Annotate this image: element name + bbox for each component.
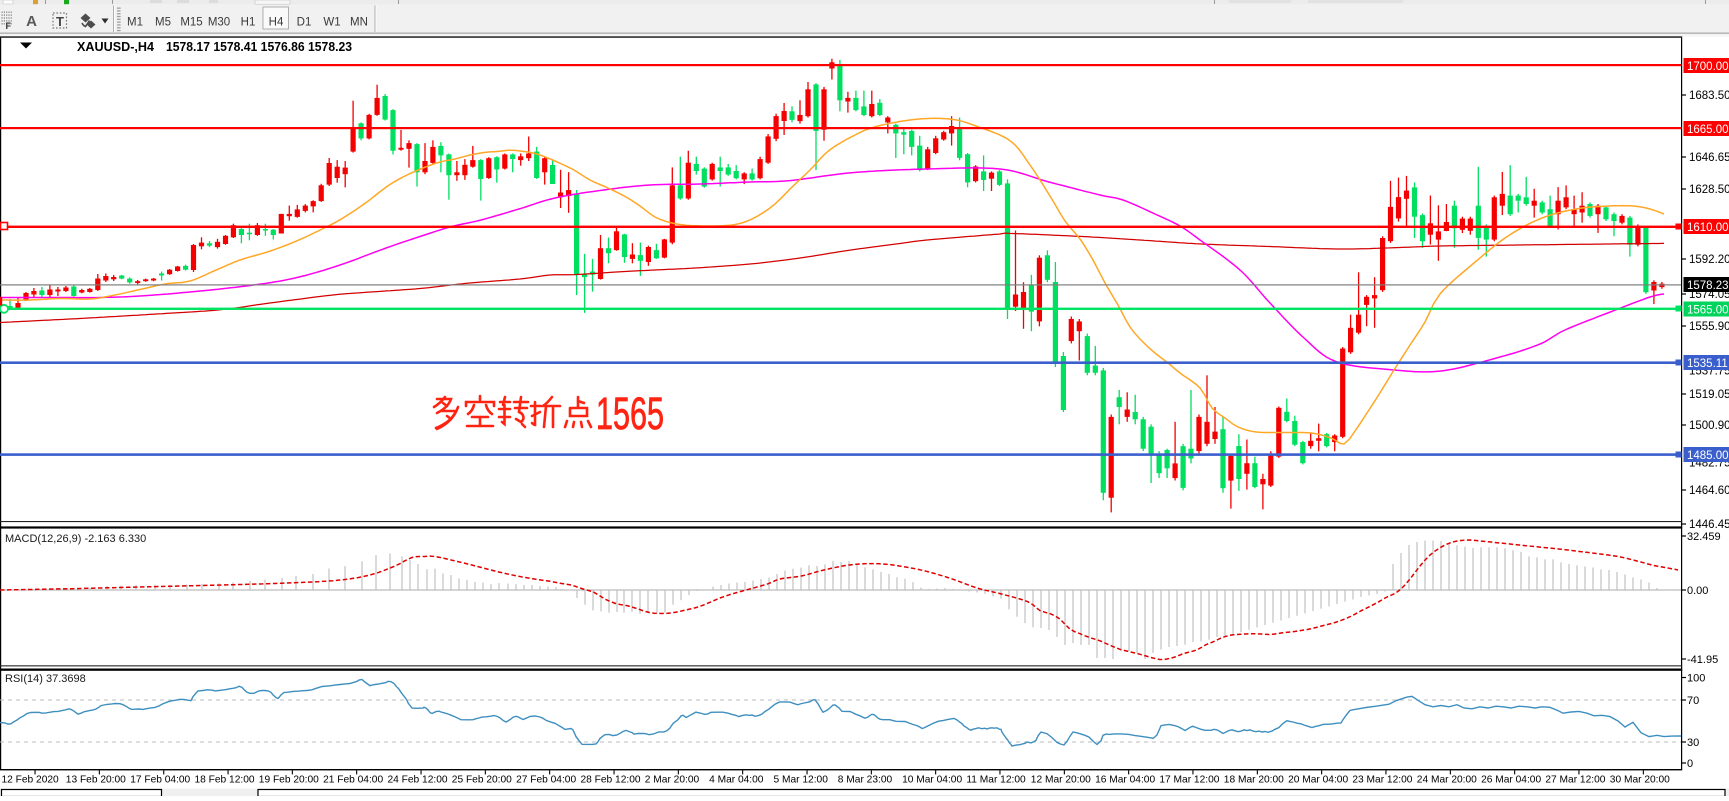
svg-text:4 Mar 04:00: 4 Mar 04:00 — [709, 775, 764, 786]
svg-text:H4: H4 — [269, 17, 284, 29]
svg-text:10 Mar 04:00: 10 Mar 04:00 — [902, 775, 962, 786]
svg-text:24 Feb 12:00: 24 Feb 12:00 — [388, 775, 448, 786]
svg-text:30: 30 — [1687, 737, 1699, 749]
svg-text:1535.11: 1535.11 — [1687, 358, 1728, 370]
svg-text:16 Mar 04:00: 16 Mar 04:00 — [1095, 775, 1155, 786]
svg-text:26 Mar 04:00: 26 Mar 04:00 — [1481, 775, 1541, 786]
svg-text:8 Mar 23:00: 8 Mar 23:00 — [838, 775, 893, 786]
svg-text:1646.65: 1646.65 — [1689, 152, 1729, 164]
svg-text:M15: M15 — [180, 17, 202, 29]
svg-text:-41.95: -41.95 — [1687, 654, 1718, 666]
svg-text:1578.23: 1578.23 — [1687, 280, 1729, 292]
svg-text:12 Feb 2020: 12 Feb 2020 — [2, 775, 60, 786]
svg-text:H1: H1 — [241, 17, 256, 29]
svg-text:1500.90: 1500.90 — [1689, 420, 1729, 432]
svg-text:18 Mar 20:00: 18 Mar 20:00 — [1224, 775, 1284, 786]
svg-text:12 Mar 20:00: 12 Mar 20:00 — [1031, 775, 1091, 786]
svg-text:1485.00: 1485.00 — [1687, 450, 1729, 462]
svg-text:1628.50: 1628.50 — [1689, 184, 1729, 196]
svg-text:1565.00: 1565.00 — [1687, 305, 1729, 317]
svg-text:1464.60: 1464.60 — [1689, 485, 1729, 497]
svg-text:11 Mar 12:00: 11 Mar 12:00 — [966, 775, 1026, 786]
svg-text:70: 70 — [1687, 695, 1699, 707]
svg-text:M30: M30 — [208, 17, 230, 29]
svg-text:MACD(12,26,9) -2.163 6.330: MACD(12,26,9) -2.163 6.330 — [5, 533, 146, 545]
svg-text:25 Feb 20:00: 25 Feb 20:00 — [452, 775, 512, 786]
svg-text:1578.17 1578.41 1576.86 1578.2: 1578.17 1578.41 1576.86 1578.23 — [166, 39, 352, 54]
svg-text:M1: M1 — [127, 17, 143, 29]
svg-text:A: A — [26, 13, 37, 30]
svg-text:23 Mar 12:00: 23 Mar 12:00 — [1352, 775, 1412, 786]
svg-text:D1: D1 — [297, 17, 312, 29]
svg-text:1446.45: 1446.45 — [1689, 519, 1729, 531]
svg-text:27 Mar 12:00: 27 Mar 12:00 — [1545, 775, 1605, 786]
svg-text:1555.90: 1555.90 — [1689, 321, 1729, 333]
svg-text:1665.00: 1665.00 — [1687, 124, 1729, 136]
svg-text:1610.00: 1610.00 — [1687, 222, 1729, 234]
svg-text:XAUUSD-,H4: XAUUSD-,H4 — [77, 39, 155, 54]
svg-text:2 Mar 20:00: 2 Mar 20:00 — [645, 775, 700, 786]
svg-text:F: F — [6, 21, 12, 31]
svg-text:18 Feb 12:00: 18 Feb 12:00 — [195, 775, 255, 786]
svg-text:0.00: 0.00 — [1687, 585, 1708, 597]
svg-text:19 Feb 20:00: 19 Feb 20:00 — [259, 775, 319, 786]
svg-text:0: 0 — [1687, 758, 1693, 770]
svg-text:21 Feb 04:00: 21 Feb 04:00 — [323, 775, 383, 786]
svg-text:27 Feb 04:00: 27 Feb 04:00 — [516, 775, 576, 786]
svg-text:RSI(14) 37.3698: RSI(14) 37.3698 — [5, 673, 86, 685]
svg-text:1683.50: 1683.50 — [1689, 90, 1729, 102]
svg-text:20 Mar 04:00: 20 Mar 04:00 — [1288, 775, 1348, 786]
svg-text:1565: 1565 — [596, 388, 664, 439]
svg-text:28 Feb 12:00: 28 Feb 12:00 — [581, 775, 641, 786]
svg-text:W1: W1 — [323, 17, 340, 29]
svg-text:1519.05: 1519.05 — [1689, 389, 1729, 401]
svg-text:5 Mar 12:00: 5 Mar 12:00 — [774, 775, 829, 786]
svg-text:30 Mar 20:00: 30 Mar 20:00 — [1610, 775, 1670, 786]
svg-text:17 Feb 04:00: 17 Feb 04:00 — [130, 775, 190, 786]
svg-text:1700.00: 1700.00 — [1687, 61, 1729, 73]
svg-text:MN: MN — [350, 17, 368, 29]
svg-text:32.459: 32.459 — [1687, 531, 1721, 543]
svg-text:1592.20: 1592.20 — [1689, 254, 1729, 266]
svg-text:24 Mar 20:00: 24 Mar 20:00 — [1417, 775, 1477, 786]
svg-text:T: T — [56, 14, 64, 29]
svg-text:M5: M5 — [155, 17, 171, 29]
svg-text:100: 100 — [1687, 673, 1705, 685]
svg-text:13 Feb 20:00: 13 Feb 20:00 — [66, 775, 126, 786]
svg-text:17 Mar 12:00: 17 Mar 12:00 — [1159, 775, 1219, 786]
